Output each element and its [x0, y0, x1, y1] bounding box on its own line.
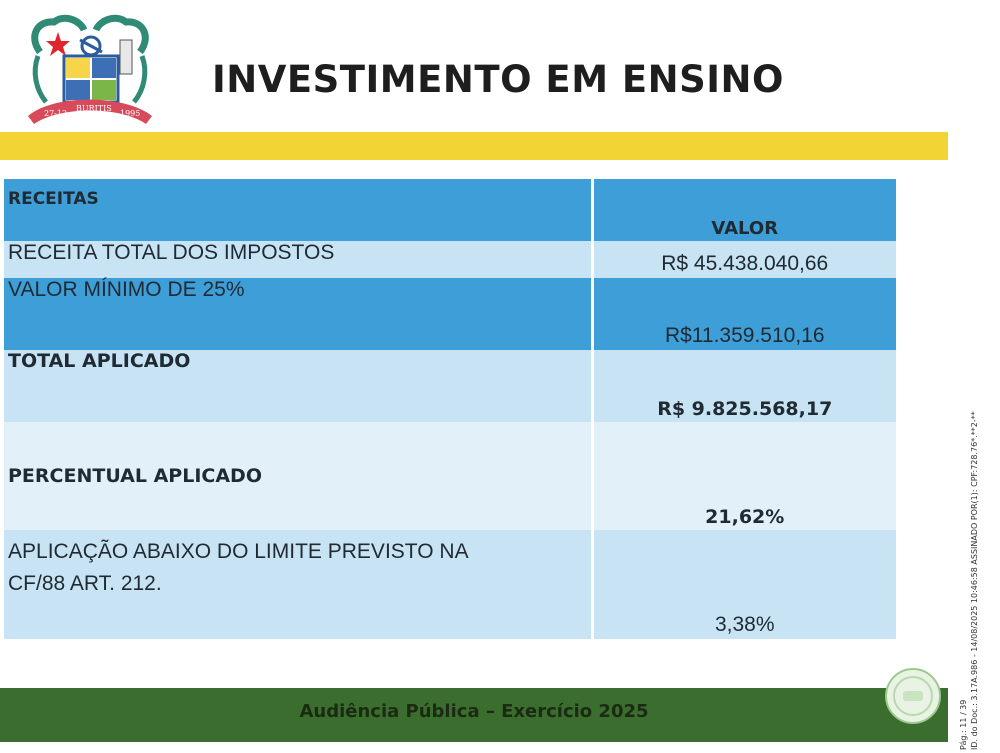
row-label: PERCENTUAL APLICADO	[4, 422, 592, 530]
page-number: Pág.: 11 / 39	[959, 699, 968, 750]
row-label: VALOR MÍNIMO DE 25%	[4, 278, 592, 350]
table-row: TOTAL APLICADO R$ 9.825.568,17	[4, 350, 896, 422]
document-id: ID. do Doc.: 3.17A.986 - 14/08/2025 10:4…	[970, 411, 979, 750]
row-label-line1: APLICAÇÃO ABAIXO DO LIMITE PREVISTO NA	[8, 540, 469, 563]
seal-icon	[884, 667, 942, 725]
svg-text:27-12: 27-12	[44, 109, 67, 118]
table-row: VALOR MÍNIMO DE 25% R$11.359.510,16	[4, 278, 896, 350]
row-label: RECEITA TOTAL DOS IMPOSTOS	[4, 241, 592, 278]
footer-text: Audiência Pública – Exercício 2025	[299, 701, 649, 722]
row-label: APLICAÇÃO ABAIXO DO LIMITE PREVISTO NA CF…	[4, 530, 592, 639]
row-label: TOTAL APLICADO	[4, 350, 592, 422]
row-value: R$11.359.510,16	[590, 278, 896, 350]
header-label: RECEITAS	[4, 179, 592, 241]
municipal-crest-icon: 27-12 BURITIS 1995	[24, 12, 156, 130]
table-row: APLICAÇÃO ABAIXO DO LIMITE PREVISTO NA CF…	[4, 530, 896, 639]
yellow-divider	[0, 132, 948, 160]
investment-table: RECEITAS VALOR RECEITA TOTAL DOS IMPOSTO…	[4, 179, 896, 639]
header-value: VALOR	[590, 179, 896, 241]
row-value: 21,62%	[590, 422, 896, 530]
svg-text:BURITIS: BURITIS	[76, 104, 112, 113]
page-title: INVESTIMENTO EM ENSINO	[212, 58, 784, 101]
svg-text:1995: 1995	[120, 109, 140, 118]
table-row: PERCENTUAL APLICADO 21,62%	[4, 422, 896, 530]
footer-bar: Audiência Pública – Exercício 2025	[0, 688, 948, 742]
signature-stamp: Pág.: 11 / 39 ID. do Doc.: 3.17A.986 - 1…	[958, 340, 992, 750]
row-label-line2: CF/88 ART. 212.	[8, 572, 162, 595]
table-row: RECEITA TOTAL DOS IMPOSTOS R$ 45.438.040…	[4, 241, 896, 278]
row-value: R$ 9.825.568,17	[590, 350, 896, 422]
table-header-row: RECEITAS VALOR	[4, 179, 896, 241]
row-value: R$ 45.438.040,66	[590, 241, 896, 278]
row-value: 3,38%	[590, 530, 896, 639]
